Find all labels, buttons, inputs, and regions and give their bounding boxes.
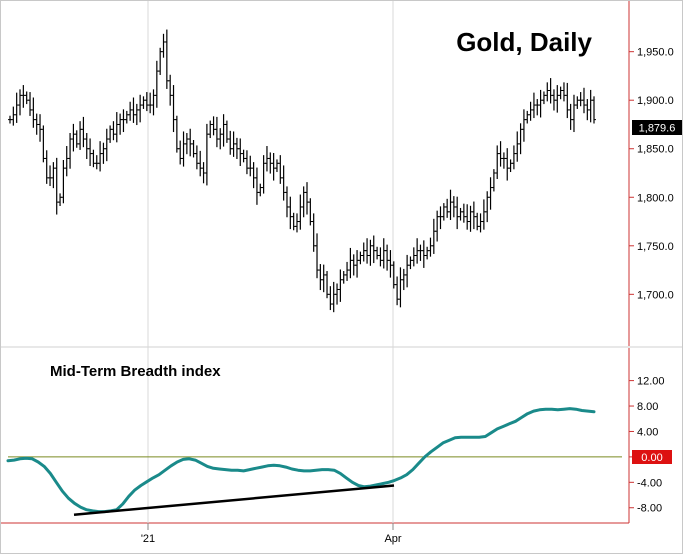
price-tick-label: 1,950.0 — [637, 47, 674, 59]
last-price-badge — [632, 120, 682, 135]
zero-badge-label: 0.00 — [641, 452, 662, 464]
price-tick-label: 1,850.0 — [637, 144, 674, 156]
support-trendline — [73, 484, 395, 516]
x-tick-label-apr: Apr — [384, 533, 401, 545]
breadth-tick-label: 12.00 — [637, 376, 665, 388]
x-tick-label-21: '21 — [141, 533, 155, 545]
price-bar — [592, 96, 596, 124]
breadth-panel-title: Mid-Term Breadth index — [50, 363, 221, 380]
price-tick-label: 1,700.0 — [637, 289, 674, 301]
last-price-label: 1,879.6 — [639, 123, 676, 135]
breadth-y-ticks: 12.00 8.00 4.00 -4.00 -8.00 — [629, 376, 665, 515]
price-tick-label: 1,900.0 — [637, 95, 674, 107]
price-ohlc-bars — [8, 29, 596, 313]
chart-title: Gold, Daily — [456, 27, 592, 57]
breadth-tick-label: -4.00 — [637, 477, 662, 489]
breadth-tick-label: 4.00 — [637, 426, 658, 438]
zero-badge — [632, 450, 672, 464]
price-tick-label: 1,800.0 — [637, 192, 674, 204]
price-y-ticks: 1,950.0 1,900.0 1,850.0 1,800.0 1,750.0 1,700… — [629, 47, 674, 301]
price-tick-label: 1,750.0 — [637, 241, 674, 253]
breadth-tick-label: 8.00 — [637, 401, 658, 413]
breadth-tick-label: -8.00 — [637, 503, 662, 515]
